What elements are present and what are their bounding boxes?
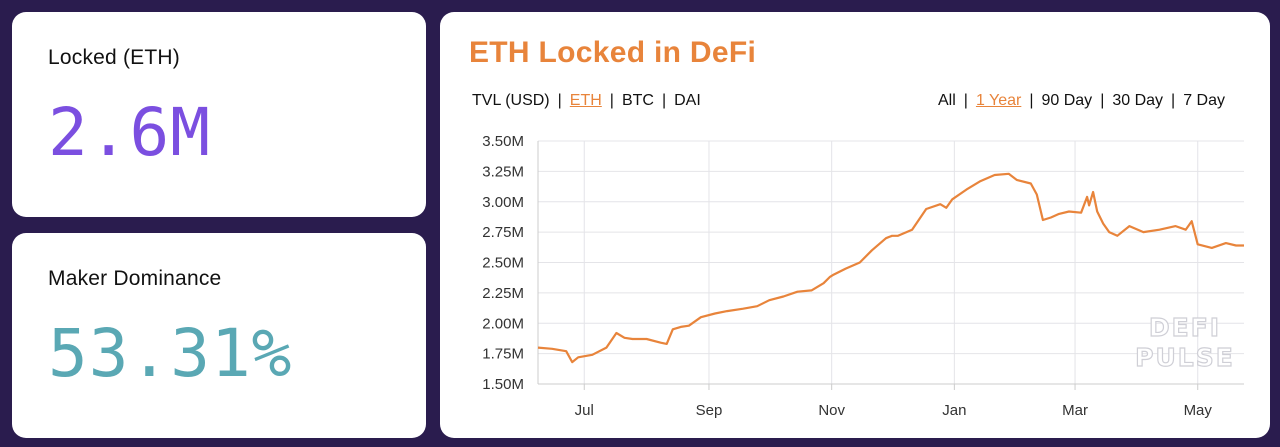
maker-dominance-value: 53.31% — [48, 315, 293, 392]
locked-eth-value: 2.6M — [48, 94, 211, 171]
y-tick-label: 3.00M — [482, 194, 524, 211]
x-tick-label: May — [1184, 402, 1213, 419]
metric-filter: TVL (USD) | ETH | BTC | DAI — [472, 92, 701, 110]
separator: | — [661, 92, 667, 109]
x-tick-label: Jul — [575, 402, 594, 419]
y-tick-label: 2.75M — [482, 224, 524, 241]
y-tick-label: 2.50M — [482, 255, 524, 272]
range-option-30-day[interactable]: 30 Day — [1112, 92, 1164, 109]
y-tick-label: 3.25M — [482, 163, 524, 180]
chart-title: ETH Locked in DeFi — [469, 36, 757, 69]
x-tick-label: Mar — [1062, 402, 1088, 419]
watermark-line-2: PULSE — [1135, 343, 1235, 372]
locked-eth-card: Locked (ETH) 2.6M — [12, 12, 426, 217]
maker-dominance-label: Maker Dominance — [48, 267, 222, 290]
range-option-all[interactable]: All — [938, 92, 956, 109]
y-tick-label: 1.75M — [482, 346, 524, 363]
series-layer — [537, 172, 1244, 364]
eth-locked-line-chart: DEFI PULSE 1.50M 1.75M 2.00M 2.25M 2.50M 2.75… — [482, 133, 1244, 419]
metric-option-tvl-usd[interactable]: TVL (USD) — [472, 92, 550, 109]
axes — [537, 141, 1244, 390]
maker-dominance-card: Maker Dominance 53.31% — [12, 233, 426, 438]
separator: | — [963, 92, 968, 109]
y-tick-label: 3.50M — [482, 133, 524, 150]
watermark-line-1: DEFI — [1149, 313, 1221, 342]
x-tick-label: Jan — [942, 402, 966, 419]
locked-eth-label: Locked (ETH) — [48, 46, 180, 69]
separator: | — [557, 92, 562, 109]
y-tick-label: 2.25M — [482, 285, 524, 302]
range-option-1-year[interactable]: 1 Year — [975, 92, 1022, 109]
chart-card: ETH Locked in DeFi TVL (USD) | ETH | BTC… — [440, 12, 1270, 438]
separator: | — [1029, 92, 1034, 109]
metric-option-eth[interactable]: ETH — [569, 92, 602, 109]
x-tick-label: Sep — [696, 402, 723, 419]
range-option-90-day[interactable]: 90 Day — [1041, 92, 1093, 109]
separator: | — [1171, 92, 1176, 109]
x-tick-labels: Jul Sep Nov Jan Mar May — [575, 402, 1213, 419]
separator: | — [609, 92, 614, 109]
separator: | — [1100, 92, 1105, 109]
y-tick-label: 1.50M — [482, 376, 524, 393]
metric-option-dai[interactable]: DAI — [674, 92, 701, 109]
defi-pulse-watermark: DEFI PULSE — [1135, 312, 1235, 372]
grid-lines — [538, 140, 1244, 385]
y-tick-label: 2.00M — [482, 315, 524, 332]
metric-option-btc[interactable]: BTC — [621, 92, 654, 109]
range-filter: All | 1 Year | 90 Day | 30 Day | 7 Day — [938, 92, 1225, 110]
eth-locked-line — [537, 172, 1244, 364]
x-tick-label: Nov — [818, 402, 845, 419]
range-option-7-day[interactable]: 7 Day — [1183, 92, 1225, 109]
y-tick-labels: 1.50M 1.75M 2.00M 2.25M 2.50M 2.75M 3.00M 3.25M… — [482, 133, 524, 393]
